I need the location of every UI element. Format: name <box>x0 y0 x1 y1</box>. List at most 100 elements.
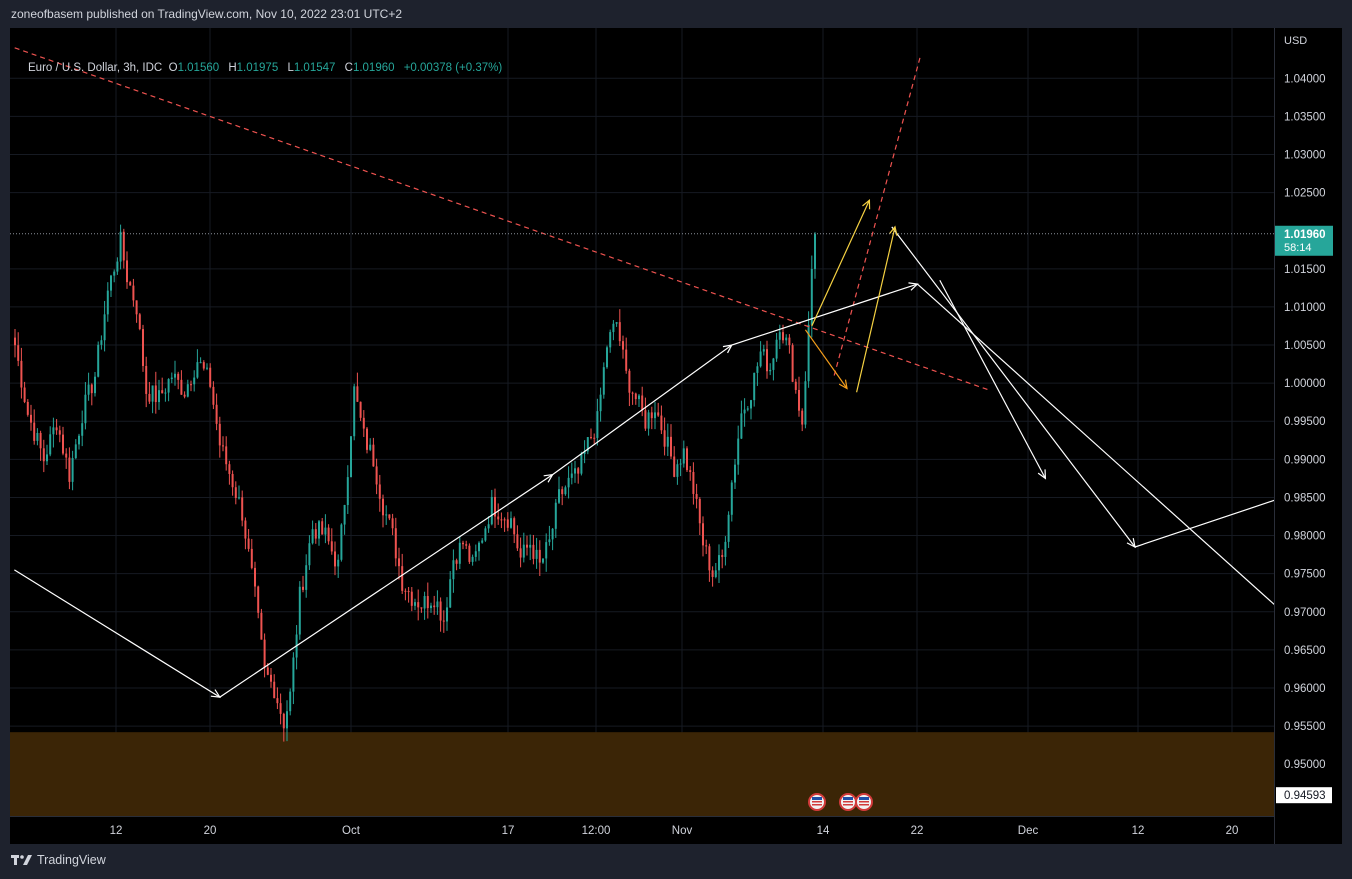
candle-body <box>462 542 464 545</box>
candle-body <box>145 365 148 394</box>
price-axis: USD <box>1274 28 1342 844</box>
publisher-caption: zoneofbasem published on TradingView.com… <box>11 7 403 21</box>
candle-body <box>180 379 183 395</box>
candle-body <box>743 409 746 414</box>
candle-body <box>119 231 122 262</box>
candle-body <box>551 528 554 540</box>
candle-body <box>554 502 557 529</box>
candle-body <box>513 518 516 535</box>
candle-body <box>340 524 343 560</box>
candle-body <box>436 601 439 608</box>
candle-body <box>612 323 615 333</box>
high-value: 1.01975 <box>236 62 279 74</box>
price-tick-label: 1.03500 <box>1284 111 1326 123</box>
candle-body <box>42 448 45 462</box>
candle-body <box>250 548 253 568</box>
candle-body <box>698 498 701 524</box>
candle-body <box>532 544 535 559</box>
candle-body <box>705 545 708 547</box>
time-tick-label: 14 <box>817 825 830 837</box>
candle-body <box>545 542 548 559</box>
candlestick-series <box>14 224 816 742</box>
time-tick-label: 22 <box>911 825 924 837</box>
yellow-arrow-up <box>811 199 870 327</box>
symbol-legend: Euro / U.S. Dollar, 3h, IDC O1.01560 H1.… <box>28 62 503 74</box>
price-labels: 1.04000 1.03500 1.03000 1.02500 1.01500 1.010… <box>1275 73 1333 804</box>
candle-body <box>510 518 512 528</box>
candle-body <box>682 448 685 464</box>
candle-body <box>740 413 743 439</box>
candle-body <box>174 373 176 378</box>
candle-body <box>730 482 733 515</box>
candle-body <box>708 546 711 571</box>
economic-events <box>808 793 873 811</box>
candle-body <box>190 384 192 386</box>
candle-body <box>791 345 794 382</box>
price-chart[interactable]: USD 12 20 Oct 17 12:00 Nov 14 22 Dec 12 20 1.04000… <box>10 28 1342 844</box>
candle-body <box>81 423 84 436</box>
price-axis-bg <box>1274 28 1342 844</box>
candle-body <box>599 394 602 412</box>
open-value: 1.01560 <box>177 62 220 74</box>
candle-body <box>727 514 730 542</box>
time-tick-label: 20 <box>1226 825 1239 837</box>
time-tick-label: Nov <box>672 825 693 837</box>
candle-body <box>724 541 727 557</box>
change-value: +0.00378 (+0.37%) <box>403 62 503 74</box>
candle-body <box>775 339 778 359</box>
candle-body <box>385 514 388 516</box>
price-tick-label: 1.01500 <box>1284 264 1326 276</box>
candle-body <box>305 565 308 590</box>
arrow-head-icon <box>543 473 554 483</box>
candle-body <box>321 521 324 535</box>
candle-body <box>366 428 368 450</box>
candle-body <box>542 558 544 563</box>
candle-body <box>302 586 304 590</box>
candle-body <box>196 362 199 378</box>
flag-canton <box>812 797 822 800</box>
price-tick-label: 0.99500 <box>1284 416 1326 428</box>
white-path-down <box>891 226 1324 548</box>
candle-body <box>382 498 384 516</box>
candle-body <box>580 453 583 474</box>
candle-body <box>433 605 436 608</box>
candle-body <box>622 341 624 350</box>
candle-body <box>676 464 679 477</box>
candle-body <box>689 470 692 473</box>
candle-body <box>702 523 704 546</box>
candle-body <box>52 427 55 435</box>
flag-stripe <box>843 804 853 806</box>
candle-body <box>23 387 26 402</box>
us-flag-icon <box>808 793 826 811</box>
red-projection-line <box>833 55 922 376</box>
white-arrow-down <box>939 279 1046 479</box>
candle-body <box>679 463 682 465</box>
red-trendline <box>14 47 992 392</box>
candle-body <box>423 596 426 609</box>
candle-body <box>263 639 266 668</box>
time-tick-label: 12:00 <box>582 825 611 837</box>
candle-body <box>103 314 106 341</box>
candle-body <box>225 446 228 465</box>
time-tick-label: 17 <box>502 825 515 837</box>
candle-body <box>62 434 64 454</box>
footer-brand[interactable]: TradingView <box>11 853 106 867</box>
candle-body <box>183 394 186 397</box>
price-tick-label: 0.98500 <box>1284 492 1326 504</box>
candle-body <box>449 579 452 608</box>
candle-body <box>94 376 96 394</box>
candle-body <box>807 324 810 382</box>
us-flag-icon <box>839 793 857 811</box>
candle-body <box>49 434 52 455</box>
chart-frame[interactable]: USD 12 20 Oct 17 12:00 Nov 14 22 Dec 12 20 1.04000… <box>10 28 1342 844</box>
candle-body <box>241 497 244 521</box>
arrow-head-icon <box>838 379 848 390</box>
candle-body <box>273 681 276 699</box>
candle-body <box>490 496 493 525</box>
candle-body <box>164 392 167 394</box>
candle-body <box>110 275 112 291</box>
candle-body <box>394 528 397 559</box>
yellow-arrow-up-2 <box>856 226 896 393</box>
time-tick-label: Oct <box>342 825 361 837</box>
candle-body <box>314 529 317 539</box>
